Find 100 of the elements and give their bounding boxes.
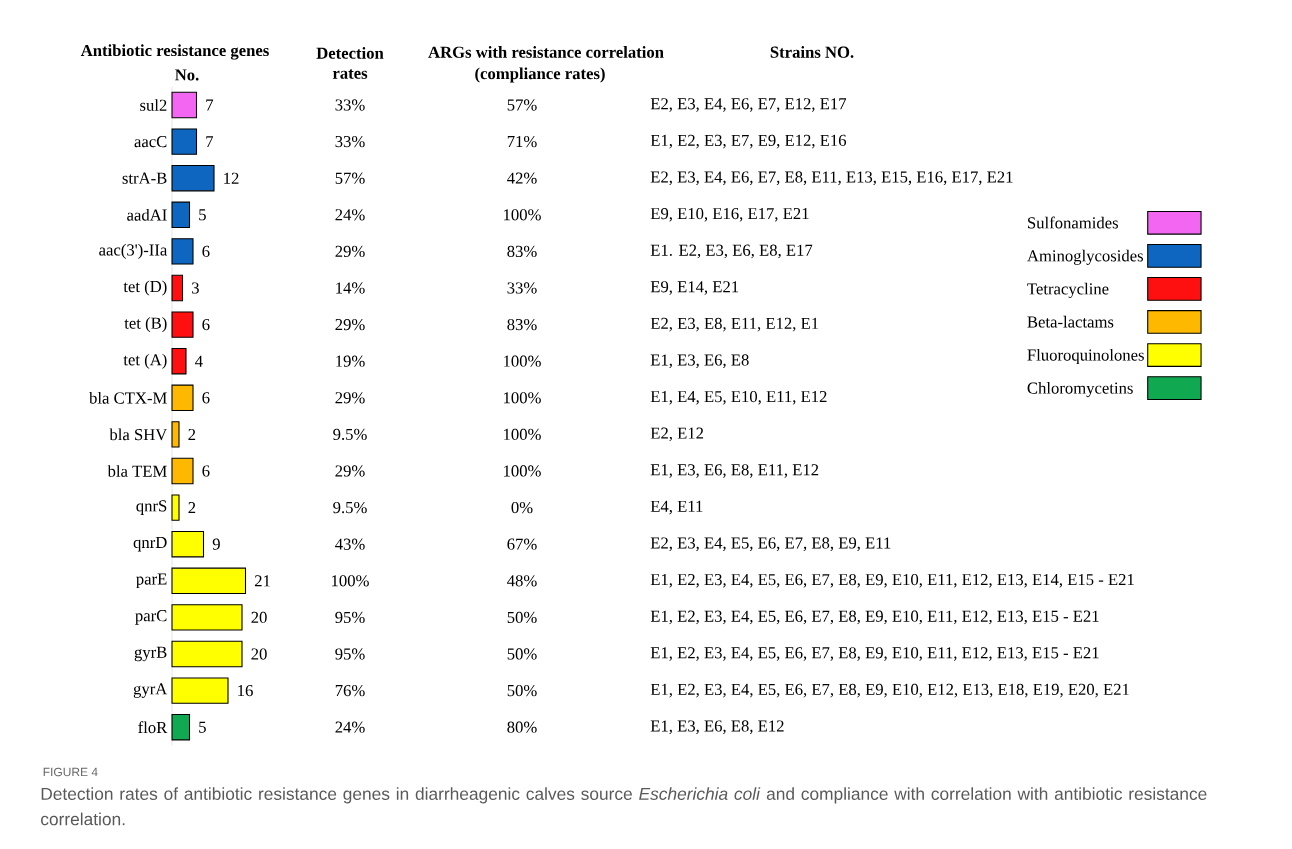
y-tick-label: tet (B)	[124, 317, 167, 333]
bar	[171, 494, 180, 521]
legend-label: Fluoroquinolones	[1027, 348, 1144, 365]
bar	[171, 348, 187, 375]
y-tick-label: tet (D)	[123, 280, 167, 296]
data-label: 7	[206, 136, 214, 148]
y-tick-label: bla CTX-M	[89, 391, 167, 404]
y-tick-label: aac(3')-IIa	[99, 243, 168, 259]
text: 76%	[335, 684, 365, 697]
text: 42%	[507, 172, 537, 184]
text: 100%	[504, 355, 541, 367]
text: E1, E4, E5, E10, E11, E12	[650, 390, 827, 405]
text: E1, E3, E6, E8, E11, E12	[650, 464, 819, 478]
bar	[171, 311, 194, 338]
data-label: 3	[192, 282, 199, 294]
bar	[171, 201, 191, 229]
y-tick-label: gyrA	[133, 683, 168, 698]
data-label: 12	[224, 172, 239, 184]
text: 48%	[507, 575, 537, 587]
y-tick-label: parC	[135, 610, 167, 625]
text: 33%	[507, 282, 537, 294]
y-tick-label: aadAI	[127, 208, 167, 221]
text: 80%	[507, 721, 537, 733]
text: 100%	[504, 465, 541, 477]
y-tick-label: qnrS	[136, 500, 167, 515]
bar	[171, 91, 198, 119]
text: E1, E3, E6, E8, E12	[650, 720, 784, 735]
legend-label: Beta-lactams	[1027, 315, 1114, 328]
bar	[171, 165, 215, 192]
text: E2, E3, E4, E5, E6, E7, E8, E9, E11	[650, 537, 891, 552]
text: E2, E12	[650, 427, 704, 442]
text: E2, E3, E4, E6, E7, E8, E11, E13, E15, E16, E17, E21	[650, 171, 1013, 186]
data-label: 4	[195, 355, 203, 367]
bar	[171, 677, 229, 704]
text: 50%	[507, 648, 537, 660]
bar	[171, 530, 205, 558]
text: 57%	[507, 99, 537, 111]
text: 100%	[504, 428, 541, 441]
data-label: 2	[188, 502, 196, 514]
text: E1, E2, E3, E7, E9, E12, E16	[650, 134, 847, 149]
text: 95%	[335, 648, 365, 660]
text: E9, E10, E16, E17, E21	[650, 207, 809, 222]
text: 83%	[507, 245, 537, 258]
bar	[171, 567, 247, 595]
data-label: 16	[238, 684, 253, 697]
y-tick-label: aacC	[134, 136, 167, 148]
text: 0%	[511, 501, 533, 514]
text: 67%	[507, 538, 537, 550]
data-label: 5	[199, 721, 206, 733]
y-tick-label: gyrB	[134, 646, 167, 662]
text: 29%	[335, 465, 365, 477]
text: Detection rates	[316, 47, 384, 79]
y-tick-label: bla SHV	[109, 428, 168, 441]
text: E2, E3, E4, E6, E7, E12, E17	[650, 98, 847, 112]
text: 100%	[504, 209, 541, 221]
bar	[171, 128, 198, 155]
y-tick-label: sul2	[140, 99, 167, 111]
text: (compliance rates)	[475, 67, 605, 83]
legend-label: Aminoglycosides	[1027, 249, 1143, 265]
text: 33%	[335, 135, 365, 148]
text: 29%	[335, 318, 365, 331]
text: 33%	[335, 99, 365, 111]
bar	[171, 274, 184, 302]
text: E1, E2, E3, E4, E5, E6, E7, E8, E9, E10, E11, E12, E13, E15 - E21	[650, 647, 1099, 661]
text: E2, E3, E8, E11, E12, E1	[650, 317, 819, 332]
text: E1. E2, E3, E6, E8, E17	[650, 244, 813, 259]
text: 9.5%	[333, 501, 367, 514]
bar	[171, 457, 194, 485]
data-label: 7	[206, 99, 214, 111]
text: 43%	[335, 538, 365, 550]
y-tick-label: bla TEM	[107, 465, 167, 477]
data-label: 6	[202, 392, 210, 404]
text: E1, E3, E6, E8	[650, 354, 749, 369]
data-label: 5	[199, 209, 206, 221]
y-tick-label: floR	[138, 721, 168, 734]
y-tick-label: qnrD	[133, 536, 167, 552]
data-label: 20	[251, 648, 267, 660]
data-label: 6	[202, 319, 210, 331]
text: 29%	[335, 245, 365, 258]
text: 50%	[507, 611, 537, 624]
data-label: 6	[202, 465, 210, 477]
text: 9.5%	[333, 428, 367, 441]
data-label: 2	[188, 428, 196, 440]
bar	[171, 384, 194, 412]
bar	[171, 640, 243, 668]
text: E1, E2, E3, E4, E5, E6, E7, E8, E9, E10, E11, E12, E13, E14, E15 - E21	[650, 573, 1134, 588]
text: 57%	[335, 172, 365, 184]
y-tick-label: tet (A)	[123, 353, 167, 369]
data-label: 9	[212, 538, 220, 550]
y-tick-label: parE	[136, 573, 167, 589]
bar	[171, 713, 191, 741]
text: E4, E11	[650, 500, 703, 515]
text: 95%	[335, 611, 365, 624]
text: 24%	[335, 721, 365, 733]
text: 24%	[335, 209, 365, 221]
chart-subtitle: No.	[175, 69, 199, 81]
bar	[171, 604, 243, 631]
data-label: 21	[254, 575, 270, 587]
y-tick-label: strA-B	[122, 172, 167, 184]
text: 100%	[332, 575, 369, 587]
